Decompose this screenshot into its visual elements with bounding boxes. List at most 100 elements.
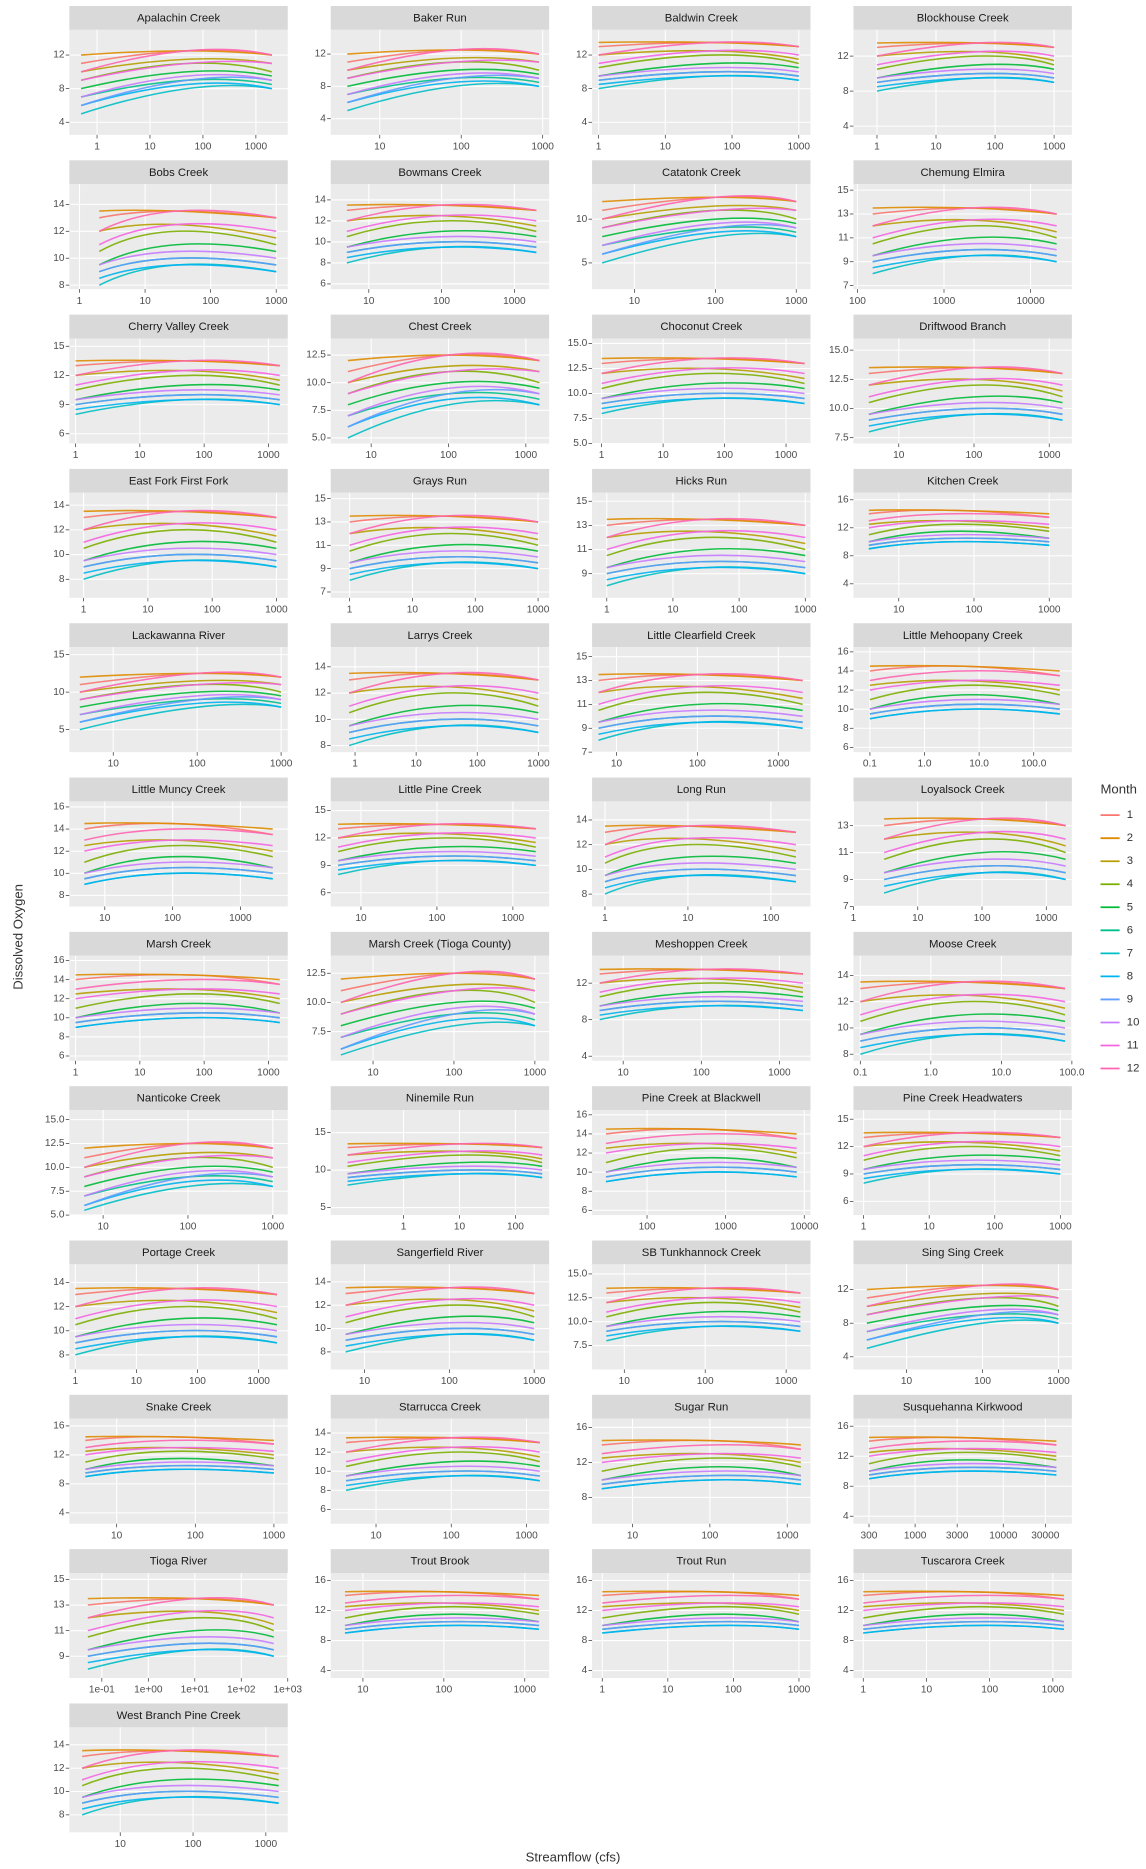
x-tick-label: 10: [619, 1376, 631, 1387]
smooth-line: [602, 1620, 800, 1631]
smooth-line: [85, 1446, 274, 1456]
x-tick-label: 100: [697, 1376, 714, 1387]
smooth-line: [83, 522, 277, 543]
smooth-line: [604, 868, 796, 883]
smooth-line: [883, 858, 1066, 874]
y-tick-label: 10: [315, 1165, 327, 1176]
smooth-line: [348, 684, 539, 707]
y-tick-label: 14: [315, 1277, 327, 1288]
smooth-line: [79, 681, 282, 701]
smooth-line: [869, 670, 1060, 682]
smooth-line: [868, 1466, 1057, 1476]
y-tick-label: 9: [582, 723, 588, 734]
panel: SB Tunkhannock Creek 7.5 10.0 12.5 15.0 10 100…: [568, 1240, 811, 1387]
smooth-line: [85, 1450, 275, 1463]
y-tick-label: 12: [315, 1605, 327, 1616]
smooth-line: [83, 547, 277, 562]
y-tick-label: 12: [837, 685, 849, 696]
smooth-line: [84, 861, 273, 875]
y-tick-label: 7.5: [573, 413, 587, 424]
panel: Trout Brook 4 8 12 16 10 100 1000: [315, 1549, 550, 1696]
panel: Little Muncy Creek 8 10 12 14 16 10 100 1000: [53, 777, 288, 924]
smooth-line: [860, 1020, 1066, 1036]
plot-background: [592, 29, 811, 135]
y-tick-label: 10.0: [568, 388, 588, 399]
smooth-line: [868, 366, 1063, 386]
smooth-line: [599, 968, 804, 984]
smooth-line: [80, 82, 272, 107]
panel: Snake Creek 4 8 12 16 10 100 1000: [53, 1394, 288, 1541]
smooth-line: [876, 77, 1055, 88]
smooth-line: [348, 671, 539, 694]
smooth-line: [866, 1295, 1059, 1316]
panel: Larrys Creek 8 10 12 14 1 10 100 1000: [315, 623, 550, 770]
x-tick-label: 1000: [714, 1222, 737, 1233]
smooth-line: [84, 1169, 274, 1197]
legend-label: 4: [1127, 878, 1133, 890]
panel-title: Long Run: [677, 784, 726, 796]
panel: Moose Creek 8 10 12 14 0.1 1.0 10.0 100.0: [837, 931, 1085, 1078]
smooth-line: [98, 222, 277, 246]
x-tick-label: 10: [411, 759, 423, 770]
smooth-line: [604, 862, 796, 877]
smooth-line: [863, 1605, 1065, 1619]
y-tick-label: 13: [837, 820, 849, 831]
panel-title: Little Clearfield Creek: [647, 630, 756, 642]
y-tick-label: 14: [53, 199, 65, 210]
x-tick-label: 100: [196, 1067, 213, 1078]
x-tick-label: 100: [164, 913, 181, 924]
x-tick-label: 1: [860, 1685, 866, 1696]
smooth-line: [75, 359, 280, 377]
panel-title: Meshoppen Creek: [655, 938, 748, 950]
y-tick-label: 12: [837, 1451, 849, 1462]
y-tick-label: 12.5: [568, 363, 588, 374]
smooth-line: [347, 1154, 543, 1168]
smooth-line: [606, 566, 806, 581]
smooth-line: [84, 828, 273, 841]
panel: Nanticoke Creek 5.0 7.5 10.0 12.5 15.0 10 100 10…: [45, 1086, 288, 1233]
panel: Pine Creek Headwaters 6 9 12 15 1 10 100 1000: [837, 1086, 1072, 1233]
x-tick-label: 1.0: [924, 1067, 938, 1078]
legend-label: 10: [1127, 1016, 1140, 1028]
y-tick-label: 10: [53, 1325, 65, 1336]
x-tick-label: 1: [81, 604, 87, 615]
y-tick-label: 8: [582, 83, 588, 94]
smooth-line: [340, 983, 536, 1004]
smooth-line: [868, 1447, 1057, 1457]
smooth-line: [85, 1457, 275, 1471]
smooth-line: [602, 1613, 800, 1627]
x-tick-label: 1e+00: [134, 1685, 163, 1696]
y-tick-label: 12: [53, 525, 65, 536]
y-tick-label: 9: [843, 1169, 849, 1180]
smooth-line: [606, 529, 806, 551]
smooth-line: [872, 248, 1057, 263]
y-tick-label: 7.5: [312, 405, 326, 416]
smooth-line: [75, 978, 280, 990]
panel: East Fork First Fork 8 10 12 14 1 10 100 1000: [53, 468, 288, 615]
y-tick-label: 12: [837, 996, 849, 1007]
smooth-line: [79, 701, 282, 723]
panel-title: Marsh Creek (Tioga County): [369, 938, 512, 950]
y-tick-label: 12: [576, 1605, 588, 1616]
x-tick-label: 1: [73, 1067, 79, 1078]
x-tick-label: 10000: [790, 1222, 819, 1233]
smooth-line: [348, 718, 539, 734]
panel: Tuscarora Creek 4 8 12 16 1 10 100 1000: [837, 1549, 1072, 1696]
y-tick-label: 15: [576, 651, 588, 662]
smooth-line: [79, 693, 282, 716]
smooth-line: [598, 685, 803, 706]
smooth-line: [98, 209, 277, 232]
x-tick-label: 30000: [1031, 1530, 1060, 1541]
smooth-line: [868, 509, 1050, 515]
x-tick-label: 100: [725, 1685, 742, 1696]
smooth-line: [75, 988, 280, 1000]
smooth-line: [883, 865, 1066, 881]
x-tick-label: 10: [924, 1222, 936, 1233]
smooth-line: [344, 1620, 540, 1631]
smooth-line: [84, 844, 273, 863]
x-tick-label: 100: [469, 759, 486, 770]
smooth-line: [340, 1021, 536, 1056]
plot-background: [69, 184, 288, 290]
smooth-line: [349, 550, 539, 564]
panel: Pine Creek at Blackwell 6 8 10 12 14 16 100 1000…: [576, 1086, 819, 1233]
